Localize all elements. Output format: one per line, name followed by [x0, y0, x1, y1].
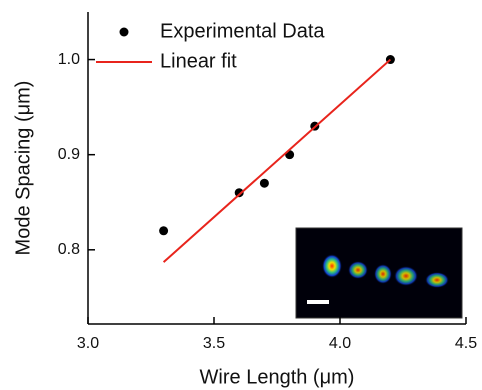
- legend-label: Experimental Data: [160, 20, 325, 42]
- inset-image: [296, 228, 462, 318]
- data-point: [159, 226, 168, 235]
- x-tick-label: 4.0: [329, 335, 351, 352]
- chart: Wire Length (μm) Mode Spacing (μm) 3.0 3.…: [0, 0, 482, 390]
- y-tick-label: 0.9: [58, 146, 80, 163]
- x-axis-label: Wire Length (μm): [200, 366, 355, 388]
- legend-label: Linear fit: [160, 50, 237, 72]
- x-tick-label: 4.5: [455, 335, 477, 352]
- data-point: [260, 179, 269, 188]
- y-tick-label: 1.0: [58, 51, 80, 68]
- y-tick-label: 0.8: [58, 241, 80, 258]
- x-tick-label: 3.5: [203, 335, 225, 352]
- y-axis-label: Mode Spacing (μm): [12, 81, 34, 256]
- legend-swatch: [120, 28, 129, 37]
- x-tick-label: 3.0: [77, 335, 99, 352]
